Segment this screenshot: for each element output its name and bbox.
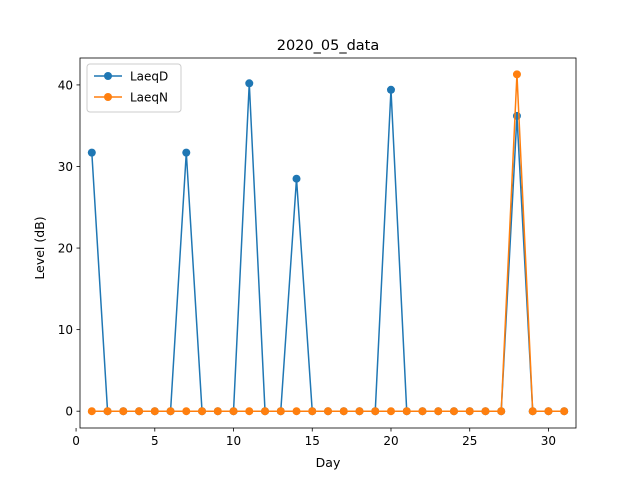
x-tick-label: 30 — [541, 434, 556, 448]
x-tick-label: 5 — [151, 434, 159, 448]
y-tick-label: 40 — [58, 78, 73, 92]
data-point-LaeqN-3 — [119, 407, 128, 416]
x-tick-label: 20 — [383, 434, 398, 448]
legend-marker-LaeqN — [104, 93, 112, 101]
data-point-LaeqD-7 — [182, 148, 191, 157]
data-point-LaeqN-23 — [434, 407, 443, 416]
x-tick-label: 0 — [72, 434, 80, 448]
data-point-LaeqN-1 — [87, 407, 96, 416]
plot-area: 0 5 10 15 20 25 30 0 10 20 30 40 — [58, 57, 577, 448]
axes-frame — [79, 57, 577, 429]
data-point-LaeqN-7 — [182, 407, 191, 416]
data-point-LaeqN-16 — [324, 407, 332, 416]
x-axis-label: Day — [316, 455, 341, 470]
data-point-LaeqD-20 — [386, 85, 395, 94]
legend-marker-LaeqD — [104, 72, 112, 80]
data-point-LaeqN-25 — [465, 407, 474, 416]
data-point-LaeqN-30 — [544, 407, 553, 416]
legend-label-LaeqD: LaeqD — [130, 70, 168, 84]
data-point-LaeqN-26 — [481, 407, 490, 416]
data-point-LaeqN-22 — [418, 407, 427, 416]
data-point-LaeqN-20 — [386, 407, 395, 416]
data-point-LaeqN-9 — [213, 407, 222, 416]
y-tick-label: 0 — [65, 405, 73, 419]
data-point-LaeqN-17 — [339, 407, 348, 416]
y-tick-label: 20 — [58, 242, 73, 256]
data-point-LaeqN-24 — [449, 407, 458, 416]
data-point-LaeqN-27 — [497, 407, 506, 416]
y-tick-label: 30 — [58, 160, 73, 174]
data-point-LaeqN-21 — [402, 407, 411, 416]
data-point-LaeqN-31 — [560, 407, 569, 416]
x-tick-label: 10 — [226, 434, 241, 448]
legend-label-LaeqN: LaeqN — [130, 91, 168, 105]
data-point-LaeqD-14 — [292, 174, 301, 183]
data-point-LaeqN-8 — [198, 407, 207, 416]
data-point-LaeqN-28 — [512, 70, 521, 79]
x-tick-label: 25 — [462, 434, 477, 448]
x-tick-label: 15 — [305, 434, 320, 448]
data-point-LaeqN-12 — [261, 407, 270, 416]
y-axis-label: Level (dB) — [32, 216, 47, 279]
data-point-LaeqN-6 — [166, 407, 175, 416]
data-point-LaeqN-13 — [276, 407, 285, 416]
data-point-LaeqD-1 — [87, 148, 96, 157]
data-point-LaeqD-11 — [245, 79, 254, 88]
data-point-LaeqN-2 — [103, 407, 112, 416]
legend: LaeqD LaeqN — [86, 63, 182, 113]
data-point-LaeqN-10 — [229, 407, 238, 416]
data-point-LaeqN-4 — [135, 407, 144, 416]
chart-title: 2020_05_data — [277, 38, 380, 54]
data-point-LaeqN-18 — [355, 407, 364, 416]
data-point-LaeqN-14 — [292, 407, 301, 416]
data-point-LaeqN-5 — [150, 407, 159, 416]
y-tick-label: 10 — [58, 323, 73, 337]
data-point-LaeqN-29 — [528, 407, 537, 416]
data-point-LaeqN-11 — [245, 407, 254, 416]
data-point-LaeqN-19 — [371, 407, 380, 416]
data-point-LaeqN-15 — [308, 407, 317, 416]
